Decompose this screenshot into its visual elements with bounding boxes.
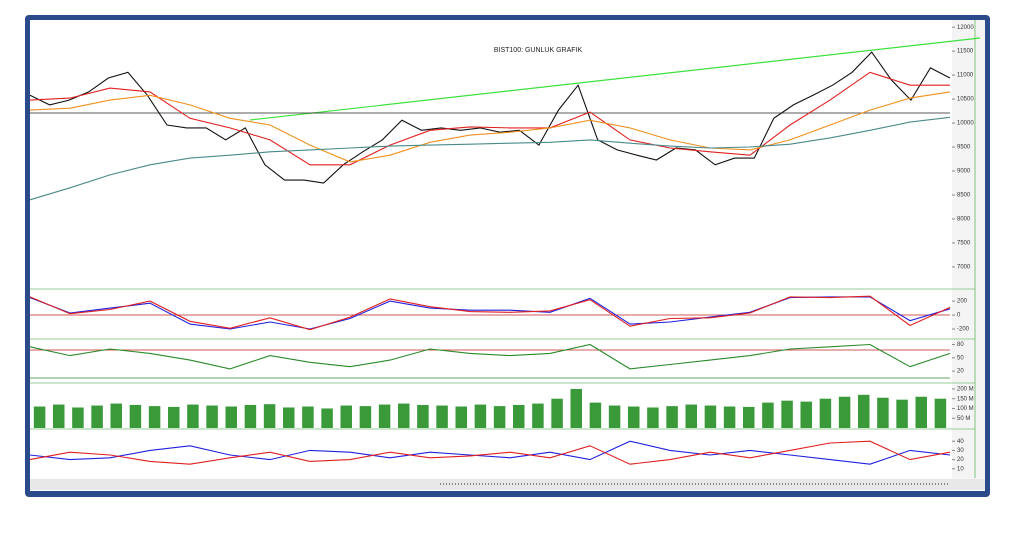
volume-bar [589, 402, 602, 428]
y-tick-label: 9000 [957, 169, 971, 175]
volume-bar [148, 406, 161, 428]
volume-bar [129, 404, 142, 428]
axis-strip [952, 20, 985, 480]
volume-bar [263, 404, 276, 428]
volume-bar [704, 405, 717, 428]
y-tick-label: 8500 [957, 193, 971, 199]
y-tick-label: 20 [957, 457, 964, 463]
y-tick-label: -200 [957, 327, 970, 333]
volume-bar [244, 404, 257, 428]
volume-bar [168, 406, 180, 428]
volume-bar [359, 406, 372, 428]
series-line [29, 71, 950, 166]
volume-bar [72, 407, 84, 428]
volume-bar [915, 396, 927, 428]
volume-bar [608, 405, 621, 428]
series-line [29, 295, 951, 331]
y-tick-label: 0 [957, 313, 961, 319]
volume-bar [206, 405, 218, 428]
volume-bar [53, 404, 65, 428]
y-tick-label: 20 [957, 369, 964, 375]
y-tick-label: 50 M [957, 416, 970, 422]
y-tick-label: 8000 [957, 217, 971, 223]
volume-bar [781, 400, 793, 428]
volume-bar [570, 388, 582, 428]
volume-bar [762, 402, 774, 428]
volume-bar [378, 404, 391, 428]
y-tick-label: 11500 [957, 49, 974, 55]
series-line [29, 343, 951, 370]
volume-bar [91, 405, 103, 428]
y-tick-label: 7500 [957, 241, 971, 247]
volume-bar [225, 406, 237, 428]
series-line [29, 91, 951, 163]
volume-bar [532, 403, 544, 428]
volume-bar [551, 398, 563, 428]
volume-bar [685, 404, 697, 428]
volume-bar [647, 407, 659, 428]
scrollbar[interactable] [30, 479, 985, 490]
volume-bar [858, 394, 870, 428]
y-tick-label: 200 [957, 299, 968, 305]
y-tick-label: 12000 [957, 25, 974, 31]
volume-bar [417, 404, 429, 428]
y-tick-label: 150 M [957, 396, 974, 402]
y-tick-label: 10000 [957, 121, 974, 127]
volume-bar [877, 397, 889, 428]
volume-bar [666, 406, 678, 428]
volume-bar [493, 406, 506, 428]
volume-bar [934, 398, 947, 428]
volume-bar [474, 404, 487, 428]
volume-bar [302, 406, 314, 428]
series-line [29, 116, 951, 201]
y-tick-label: 50 [957, 355, 964, 361]
volume-bar [800, 401, 812, 428]
y-tick-label: 200 M [957, 387, 974, 393]
volume-bar [455, 406, 467, 428]
volume-bar [838, 396, 851, 428]
y-tick-label: 30 [957, 448, 964, 454]
volume-bar [743, 406, 755, 428]
volume-bar [628, 406, 640, 428]
trend-line [249, 37, 981, 121]
series-line [29, 51, 951, 184]
volume-bar [283, 407, 295, 428]
volume-bar [110, 403, 122, 428]
volume-bar [513, 404, 525, 428]
y-tick-label: 40 [957, 439, 964, 445]
volume-bar [187, 404, 199, 428]
volume-bar [896, 399, 908, 428]
series-line [29, 440, 951, 465]
volume-bar [819, 398, 832, 428]
y-tick-label: 7000 [957, 264, 971, 270]
y-tick-label: 80 [957, 342, 964, 348]
volume-bar [436, 405, 448, 428]
series-line [29, 440, 951, 465]
volume-bar [340, 405, 352, 428]
volume-bar [321, 408, 333, 428]
y-tick-label: 11000 [957, 73, 974, 79]
y-tick-label: 10 [957, 466, 964, 472]
y-tick-label: 100 M [957, 406, 974, 412]
volume-bar [398, 403, 410, 428]
y-tick-label: 10500 [957, 97, 974, 103]
y-tick-label: 9500 [957, 145, 971, 151]
volume-bar [33, 406, 46, 428]
chart-title: BIST100: GUNLUK GRAFIK [494, 47, 583, 54]
volume-bar [723, 406, 736, 428]
